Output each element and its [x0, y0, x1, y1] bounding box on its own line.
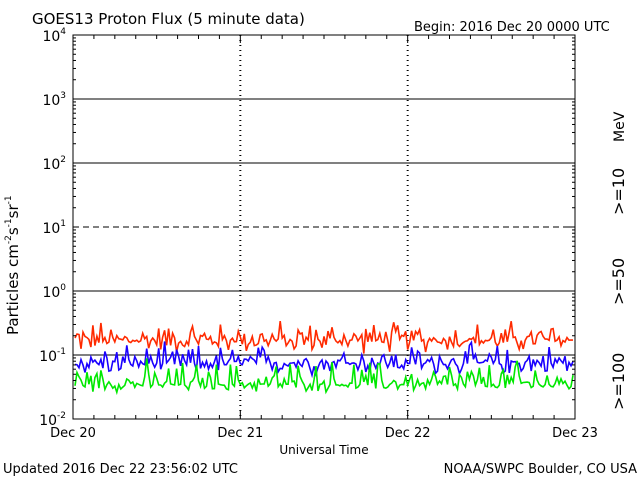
legend-label: >=10	[609, 168, 628, 215]
series-line-ge50	[74, 340, 574, 379]
day-divider-ticks	[239, 35, 409, 419]
y-axis-label-text: Particles cm-2s-1sr-1	[4, 195, 22, 335]
legend-label: >=100	[609, 353, 628, 410]
horizontal-reference-lines	[73, 98, 575, 356]
chart-title: GOES13 Proton Flux (5 minute data)	[32, 10, 305, 28]
x-tick-label: Dec 21	[217, 426, 263, 441]
begin-time-label: Begin: 2016 Dec 20 0000 UTC	[414, 20, 610, 35]
y-tick-label: 102	[42, 155, 66, 173]
legend-item: >=100	[609, 353, 628, 410]
legend-item: >=50	[609, 258, 628, 305]
source-credit: NOAA/SWPC Boulder, CO USA	[444, 462, 637, 477]
y-tick-label: 10-2	[39, 411, 66, 429]
x-axis-label: Universal Time	[279, 443, 368, 457]
plot-frame	[72, 34, 576, 420]
x-tick-label: Dec 22	[385, 426, 431, 441]
flux-series	[74, 321, 574, 396]
series-line-ge10	[74, 321, 574, 354]
updated-timestamp: Updated 2016 Dec 22 23:56:02 UTC	[3, 462, 238, 477]
legend-label: >=50	[609, 258, 628, 305]
unit-label: MeV	[612, 111, 628, 142]
legend-unit: MeV	[612, 111, 628, 142]
x-tick-label: Dec 23	[552, 426, 598, 441]
x-tick-label: Dec 20	[50, 426, 96, 441]
y-tick-label: 104	[42, 27, 66, 45]
y-tick-label: 10-1	[39, 347, 66, 365]
y-tick-label: 100	[42, 283, 66, 301]
y-axis-label: Particles cm-2s-1sr-1	[4, 195, 22, 335]
legend-item: >=10	[609, 168, 628, 215]
series-line-ge100	[74, 358, 574, 396]
legend: >=10 >=50 >=100 MeV	[609, 111, 628, 410]
y-tick-label: 103	[42, 91, 66, 109]
y-tick-label: 101	[42, 219, 66, 237]
x-axis: Dec 20 Dec 21 Dec 22 Dec 23	[50, 35, 598, 441]
